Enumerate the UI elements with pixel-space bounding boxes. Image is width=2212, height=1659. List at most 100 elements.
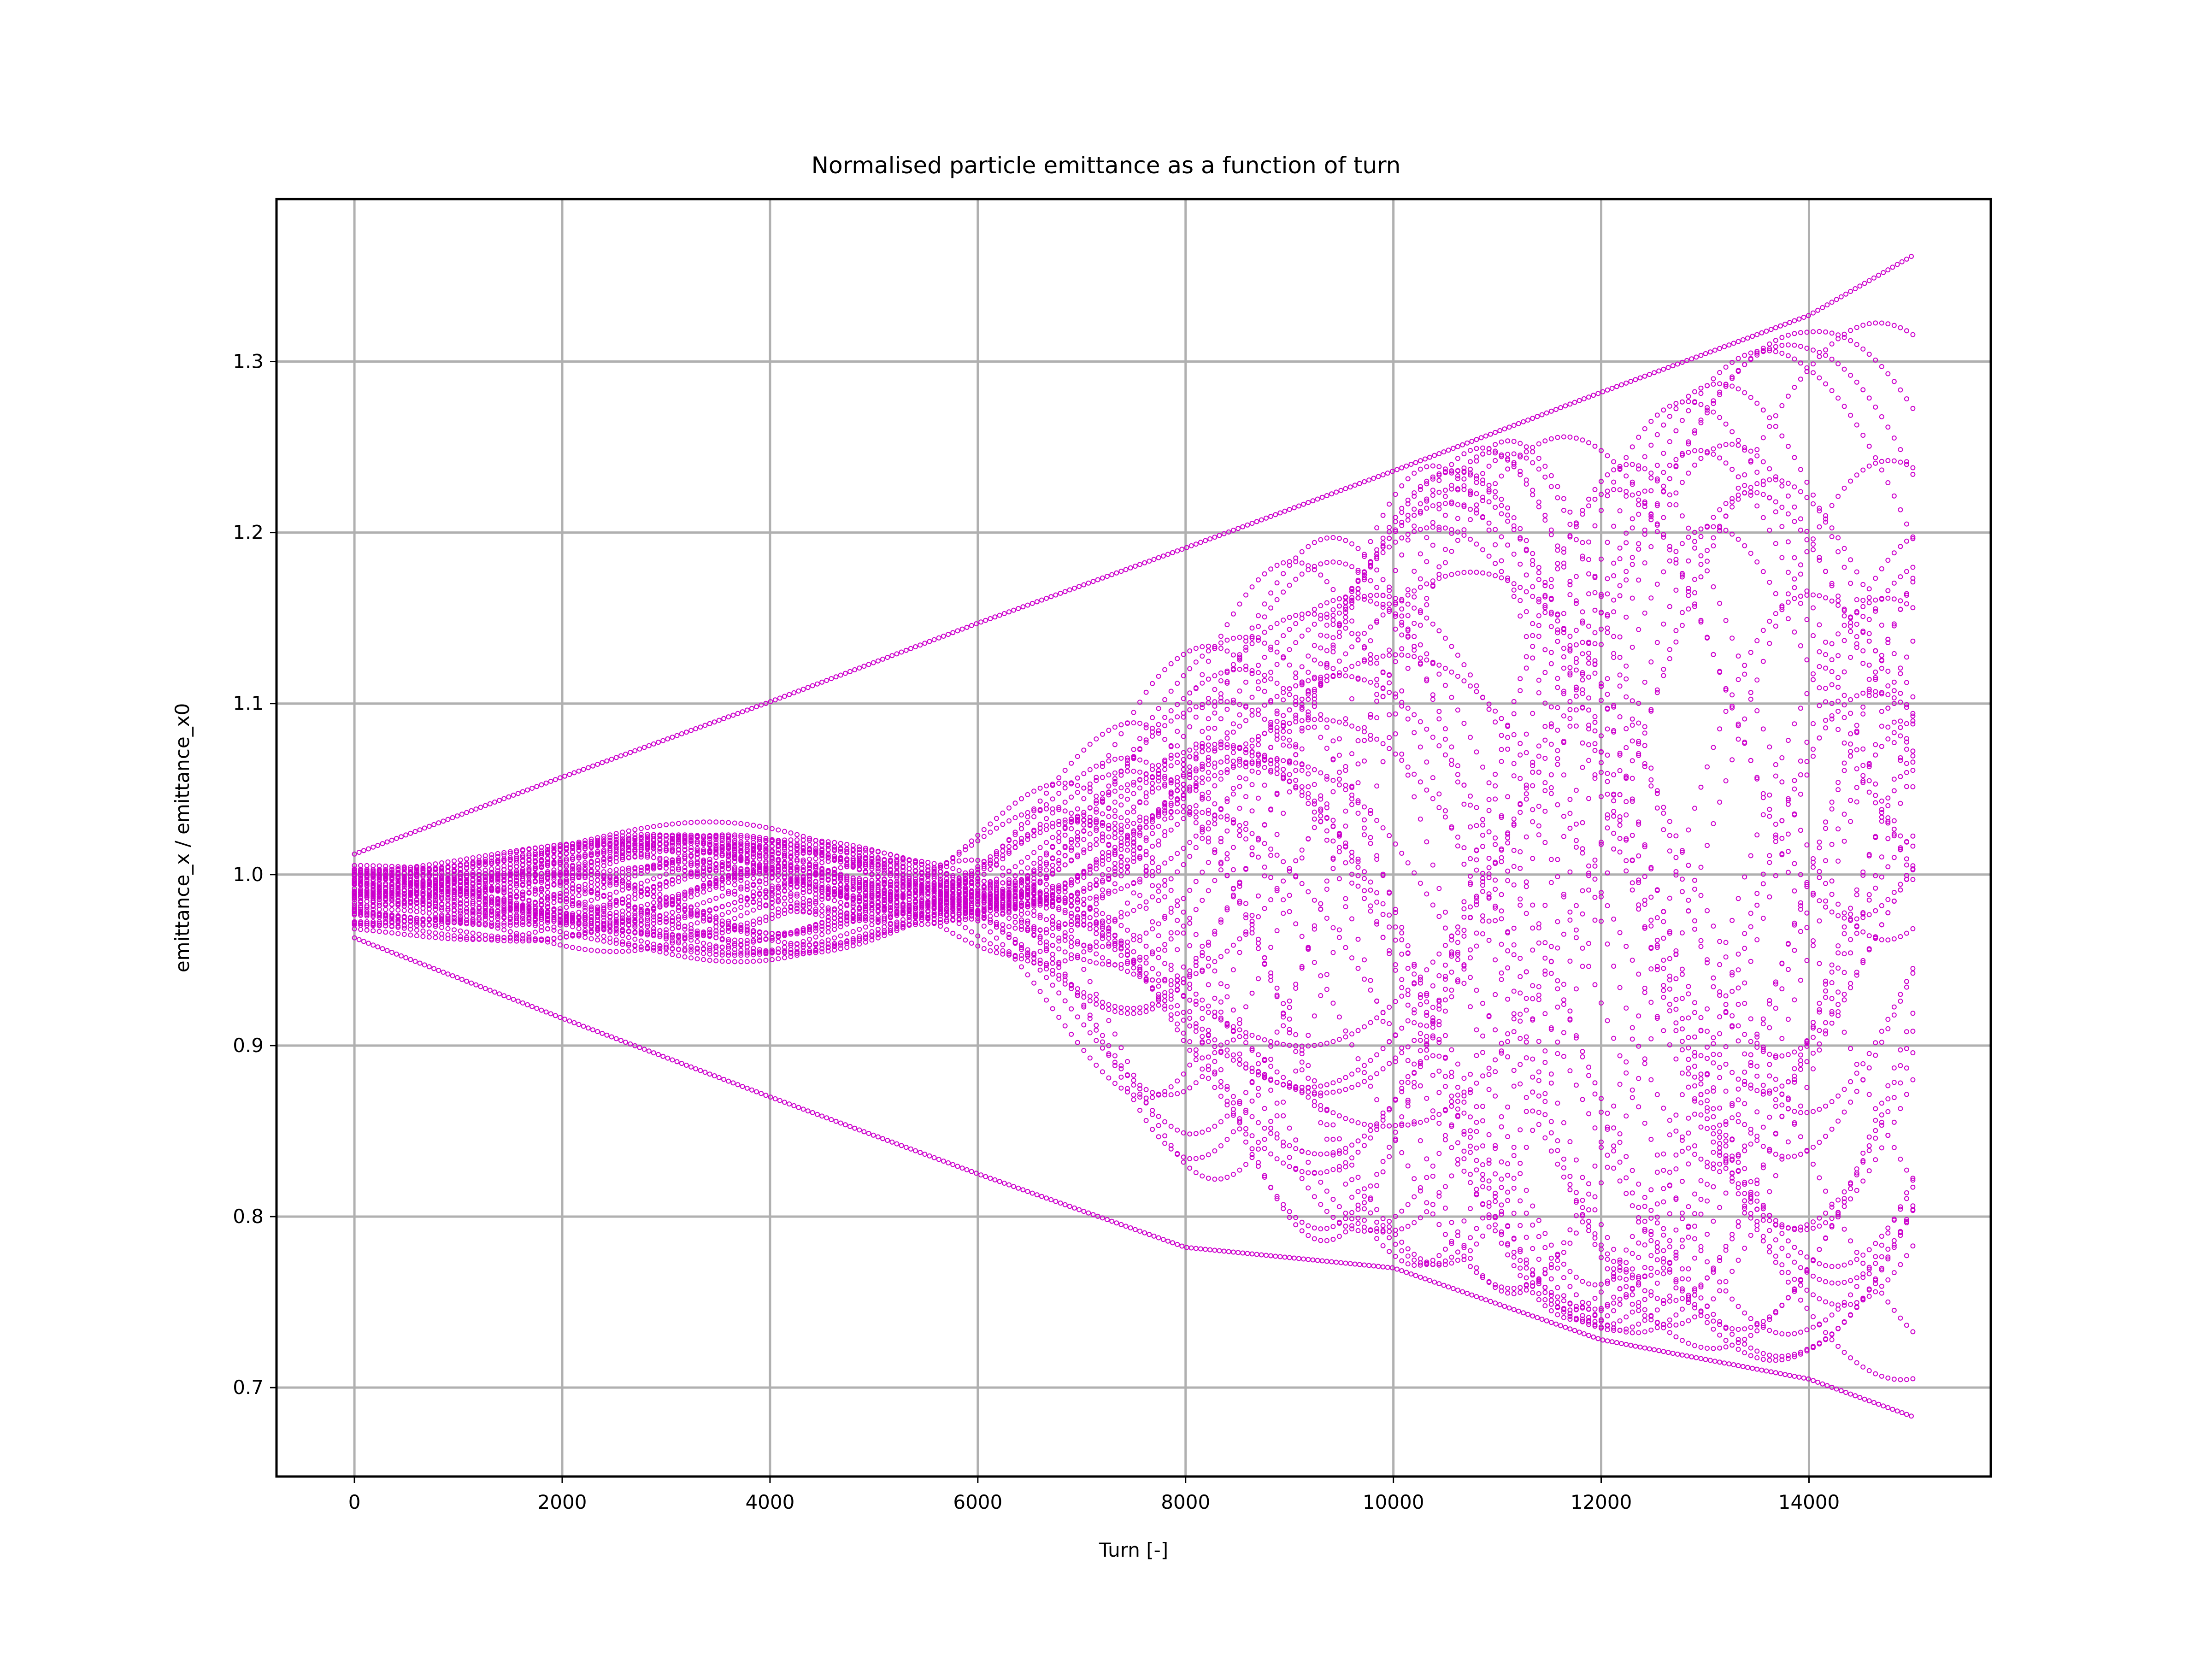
data-point — [1281, 1041, 1286, 1047]
data-point — [875, 868, 881, 874]
data-point — [1206, 790, 1211, 795]
data-point — [1586, 863, 1591, 869]
data-point — [1405, 653, 1411, 659]
data-point — [1879, 1290, 1884, 1296]
data-point — [1237, 756, 1242, 762]
data-point — [1592, 671, 1598, 676]
data-point — [1599, 681, 1604, 686]
data-point — [1449, 669, 1454, 675]
data-point — [1717, 1153, 1723, 1158]
data-point — [482, 911, 488, 916]
data-point — [1848, 1238, 1853, 1244]
data-point — [1661, 1028, 1666, 1033]
data-point — [601, 938, 606, 944]
data-point — [1686, 863, 1691, 868]
data-point — [719, 838, 725, 843]
data-point — [1754, 350, 1760, 356]
data-point — [1767, 341, 1772, 347]
data-point — [1860, 1260, 1866, 1266]
data-point — [1898, 1315, 1903, 1321]
data-point — [1256, 760, 1261, 766]
data-point — [1811, 1161, 1816, 1167]
data-point — [1143, 849, 1149, 854]
data-point — [1436, 951, 1442, 957]
data-point — [1230, 791, 1236, 797]
data-point — [1785, 332, 1791, 338]
data-point — [738, 841, 744, 847]
data-point — [1735, 985, 1741, 991]
data-point — [1362, 630, 1367, 636]
data-point — [1904, 396, 1909, 401]
data-point — [1773, 1077, 1778, 1082]
data-point — [1692, 1098, 1697, 1104]
data-point — [1904, 1377, 1909, 1382]
data-point — [1730, 970, 1735, 975]
data-point — [1630, 555, 1635, 560]
data-point — [1181, 846, 1186, 851]
data-point — [1461, 570, 1467, 575]
data-point — [1661, 805, 1666, 810]
data-point — [1735, 1191, 1741, 1196]
data-point — [1667, 819, 1672, 824]
data-point — [1493, 573, 1498, 578]
data-point — [1112, 888, 1118, 894]
data-point — [558, 858, 563, 863]
data-point — [1206, 820, 1211, 825]
data-point — [1605, 692, 1610, 697]
data-point — [1455, 674, 1460, 679]
data-point — [1536, 770, 1541, 775]
data-point — [1599, 626, 1604, 632]
data-point — [1711, 401, 1716, 406]
data-point — [1200, 796, 1205, 802]
data-point — [688, 947, 694, 952]
data-point — [1730, 1178, 1735, 1184]
data-point — [1848, 338, 1853, 343]
data-point — [1306, 697, 1311, 702]
data-point — [1630, 958, 1635, 963]
data-point — [1866, 352, 1872, 357]
data-point — [1848, 1355, 1853, 1360]
data-point — [1343, 651, 1348, 657]
data-point — [1860, 1364, 1866, 1370]
data-point — [1630, 738, 1635, 744]
data-point — [1636, 541, 1641, 547]
data-point — [888, 873, 893, 878]
data-point — [1349, 644, 1354, 650]
data-point — [1262, 1037, 1267, 1042]
data-point — [1717, 392, 1723, 397]
data-point — [1891, 1307, 1897, 1313]
data-point — [1692, 877, 1697, 883]
data-point — [1374, 655, 1380, 660]
data-point — [1605, 903, 1610, 908]
data-point — [1162, 977, 1168, 982]
data-point — [1436, 662, 1442, 668]
data-point — [1767, 1249, 1772, 1254]
data-point — [1200, 1006, 1205, 1011]
data-point — [620, 836, 625, 841]
data-point — [1480, 570, 1485, 576]
data-point — [1412, 654, 1417, 659]
data-point — [1773, 1259, 1778, 1265]
data-point — [1480, 882, 1485, 888]
data-point — [1580, 670, 1585, 676]
data-point — [1567, 699, 1573, 704]
data-point — [626, 942, 631, 948]
data-point — [1206, 1010, 1211, 1015]
data-point — [1611, 703, 1617, 708]
data-point — [1524, 796, 1529, 802]
data-point — [1486, 701, 1492, 707]
data-point — [1624, 569, 1629, 574]
data-point — [1518, 585, 1523, 590]
data-point — [1798, 1134, 1803, 1140]
data-point — [1555, 618, 1560, 624]
data-point — [1679, 1071, 1685, 1076]
data-point — [1330, 666, 1336, 671]
data-point — [1181, 816, 1186, 821]
data-point — [1542, 605, 1548, 611]
data-point — [1561, 813, 1566, 819]
data-point — [1904, 1323, 1909, 1328]
data-point — [1499, 716, 1504, 721]
data-point — [819, 850, 825, 855]
data-point — [1524, 750, 1529, 755]
data-point — [1567, 634, 1573, 639]
